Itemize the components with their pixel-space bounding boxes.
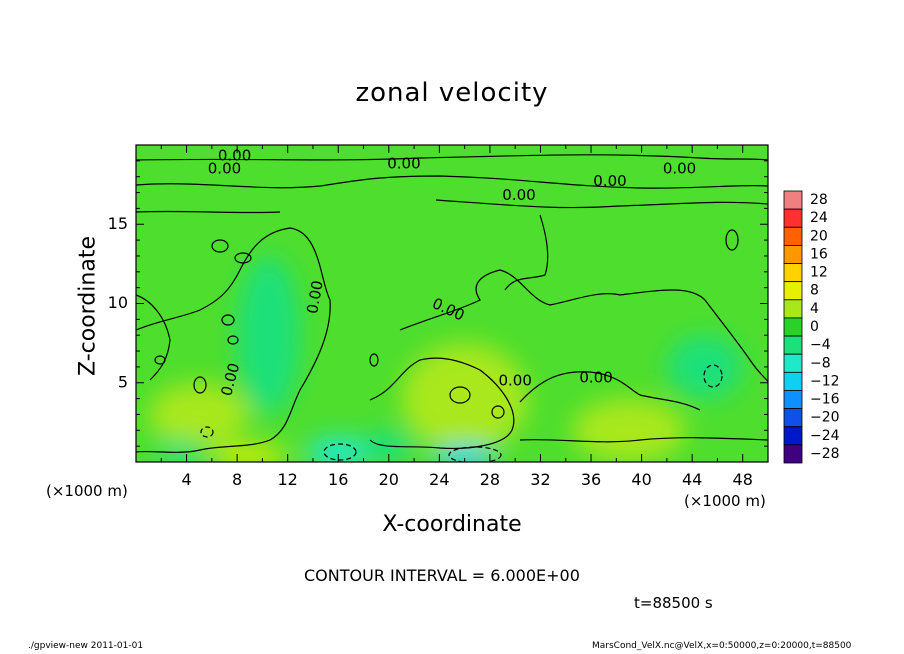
contour-label: 0.00 [218,147,251,165]
x-tick-label: 40 [631,470,651,489]
contour-loop [369,353,379,367]
colorbar-label: −4 [810,337,831,353]
contour-line [136,210,281,214]
contour-loop [725,229,739,251]
contour-loop [227,335,239,345]
x-tick-label: 12 [278,470,298,489]
contour-loop [193,376,207,394]
contour-line [519,437,768,443]
time-label: t=88500 s [634,594,713,612]
colorbar-swatch [783,281,803,301]
x-tick-label: 20 [379,470,399,489]
x-tick-label: 48 [733,470,753,489]
colorbar-label: −24 [810,428,840,444]
contour-line [136,154,768,161]
contour-line [136,175,768,189]
field-region-strong-negative [433,446,497,462]
field-region-negative [306,436,370,462]
x-tick-label: 36 [581,470,601,489]
colorbar-swatch [783,371,803,391]
colorbar-swatch [783,263,803,283]
colorbar-swatch [783,190,803,210]
contour-loop-negative [323,443,357,461]
colorbar-swatch [783,317,803,337]
field-region-negative [666,335,743,399]
x-axis-label: X-coordinate [382,512,522,537]
chart-title: zonal velocity [355,78,549,108]
contour-label: 0.00 [593,172,626,190]
colorbar-swatch [783,299,803,319]
colorbar-label: 28 [810,192,828,208]
colorbar-label: −16 [810,392,840,408]
y-tick-label: 5 [118,372,128,391]
y-tick-label: 15 [108,214,128,233]
contour-label: 0.00 [502,186,535,204]
contour-label: 0.00 [663,159,696,177]
colorbar-label: −12 [810,373,840,389]
contour-loop-negative [703,364,723,388]
colorbar-label: 0 [810,319,819,335]
contour-label: 0.00 [498,372,531,390]
colorbar-label: 8 [810,283,819,299]
contour-line [399,269,768,383]
contour-label: 0.00 [387,155,420,173]
x-tick-label: 28 [480,470,500,489]
contour-loop-negative [448,446,502,462]
colorbar-swatch [783,444,803,464]
colorbar-swatch [783,335,803,355]
field-region-positive [148,382,250,447]
x-tick-label: 4 [181,470,191,489]
colorbar-label: 20 [810,228,828,244]
contour-loop [234,252,252,264]
contour-loop [449,386,471,404]
colorbar-swatch [783,353,803,373]
colorbar-label: −8 [810,355,831,371]
y-axis-label: Z-coordinate [75,236,101,376]
contour-line [504,214,549,291]
contour-loop [221,314,235,326]
field-region-negative [154,439,206,462]
colorbar-label: −28 [810,446,840,462]
contour-line [435,199,768,209]
colorbar-swatch [783,426,803,446]
plot-area: 0.000.00 0.00 0.000.000.000.00 0.000.00 0.00… [136,145,768,462]
x-unit-label-left: (×1000 m) [46,482,128,500]
x-unit-label-right: (×1000 m) [684,492,766,510]
field-region-positive [401,343,528,455]
colorbar-label: 16 [810,246,828,262]
colorbar-swatch [783,226,803,246]
contour-label: 0.00 [208,159,241,177]
x-tick-label: 24 [429,470,449,489]
colorbar-swatch [783,208,803,228]
x-tick-label: 44 [682,470,702,489]
contour-loop [211,239,229,253]
x-tick-label: 16 [328,470,348,489]
colorbar-label: 24 [810,210,828,226]
field-region-strong-positive [211,446,288,462]
x-tick-label: 32 [530,470,550,489]
colorbar-label: 4 [810,301,819,317]
contour-loop [491,405,505,419]
y-tick-label: 10 [108,293,128,312]
field-region-positive [572,398,686,462]
colorbar-swatch [783,244,803,264]
contour-line [136,294,171,381]
colorbar-swatch [783,390,803,410]
footer-source: MarsCond_VelX.nc@VelX,x=0:50000,z=0:2000… [592,641,852,651]
contour-interval-label: CONTOUR INTERVAL = 6.000E+00 [304,566,580,585]
contour-loop [154,355,166,365]
x-tick-label: 8 [232,470,242,489]
colorbar-label: −20 [810,410,840,426]
contour-line [136,227,331,453]
contour-label: 0.00 [579,368,612,386]
colorbar-swatch [783,408,803,428]
contour-line [369,357,515,449]
contour-line [519,371,701,411]
field-region-negative [237,255,301,415]
contour-loop-negative [200,426,214,438]
footer-command: ./gpview-new 2011-01-01 [28,641,144,651]
contour-label: 0.00 [303,279,327,315]
colorbar-label: 12 [810,265,828,281]
